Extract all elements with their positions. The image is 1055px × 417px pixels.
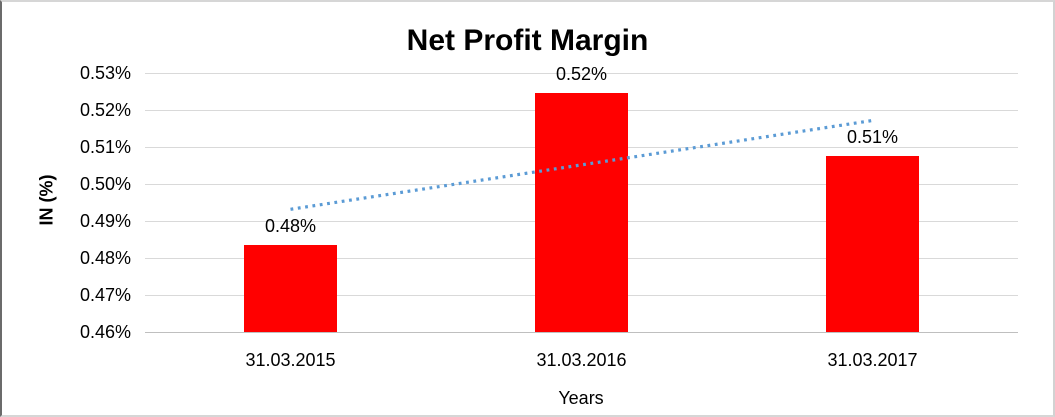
y-tick-label: 0.50% — [79, 174, 131, 194]
chart-title: Net Profit Margin — [406, 24, 649, 57]
y-tick-label: 0.51% — [79, 137, 131, 157]
y-tick-label: 0.49% — [79, 211, 131, 231]
plot-area: 0.48% 0.52% 0.51% — [145, 64, 1018, 333]
bar-31.03.2016 — [535, 93, 628, 332]
bar-31.03.2017 — [826, 156, 919, 332]
x-tick-label: 31.03.2016 — [536, 350, 627, 370]
bar-data-label: 0.51% — [846, 127, 899, 148]
bar-data-label: 0.52% — [555, 64, 608, 85]
x-axis-title: Years — [558, 388, 604, 408]
y-tick-label: 0.46% — [79, 322, 131, 342]
y-tick-label: 0.48% — [79, 248, 131, 268]
x-tick-label: 31.03.2017 — [827, 350, 918, 370]
trendline-segment — [290, 118, 873, 211]
gridline — [145, 73, 1018, 74]
trendline — [290, 118, 873, 211]
y-tick-label: 0.53% — [79, 63, 131, 83]
y-tick-label: 0.47% — [79, 285, 131, 305]
bar-31.03.2015 — [244, 245, 337, 332]
x-axis-line — [145, 332, 1018, 333]
bar-data-label: 0.48% — [264, 216, 317, 237]
y-tick-label: 0.52% — [79, 100, 131, 120]
x-tick-label: 31.03.2015 — [245, 350, 336, 370]
